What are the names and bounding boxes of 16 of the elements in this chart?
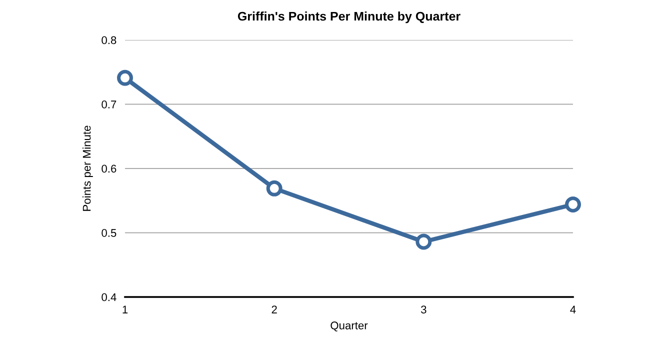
point <box>117 70 133 86</box>
chart-title: Griffin's Points Per Minute by Quarter <box>238 11 460 24</box>
y-axis-title: Points per Minute <box>82 126 93 211</box>
y-tick-label: 0.7 <box>102 100 116 108</box>
y-tick-label: 0.5 <box>102 229 116 237</box>
y-tick-label: 0.4 <box>102 293 116 302</box>
y-tick-label: 0.6 <box>102 164 116 173</box>
y-tick-label: 0.8 <box>102 36 116 44</box>
point <box>266 180 282 196</box>
x-tick-label: 3 <box>421 306 426 314</box>
x-tick-label: 4 <box>570 306 576 314</box>
x-tick-label: 1 <box>122 306 128 314</box>
point <box>416 234 432 250</box>
x-tick-label: 2 <box>272 306 277 314</box>
x-axis-title: Quarter <box>330 322 368 332</box>
point <box>565 196 581 212</box>
